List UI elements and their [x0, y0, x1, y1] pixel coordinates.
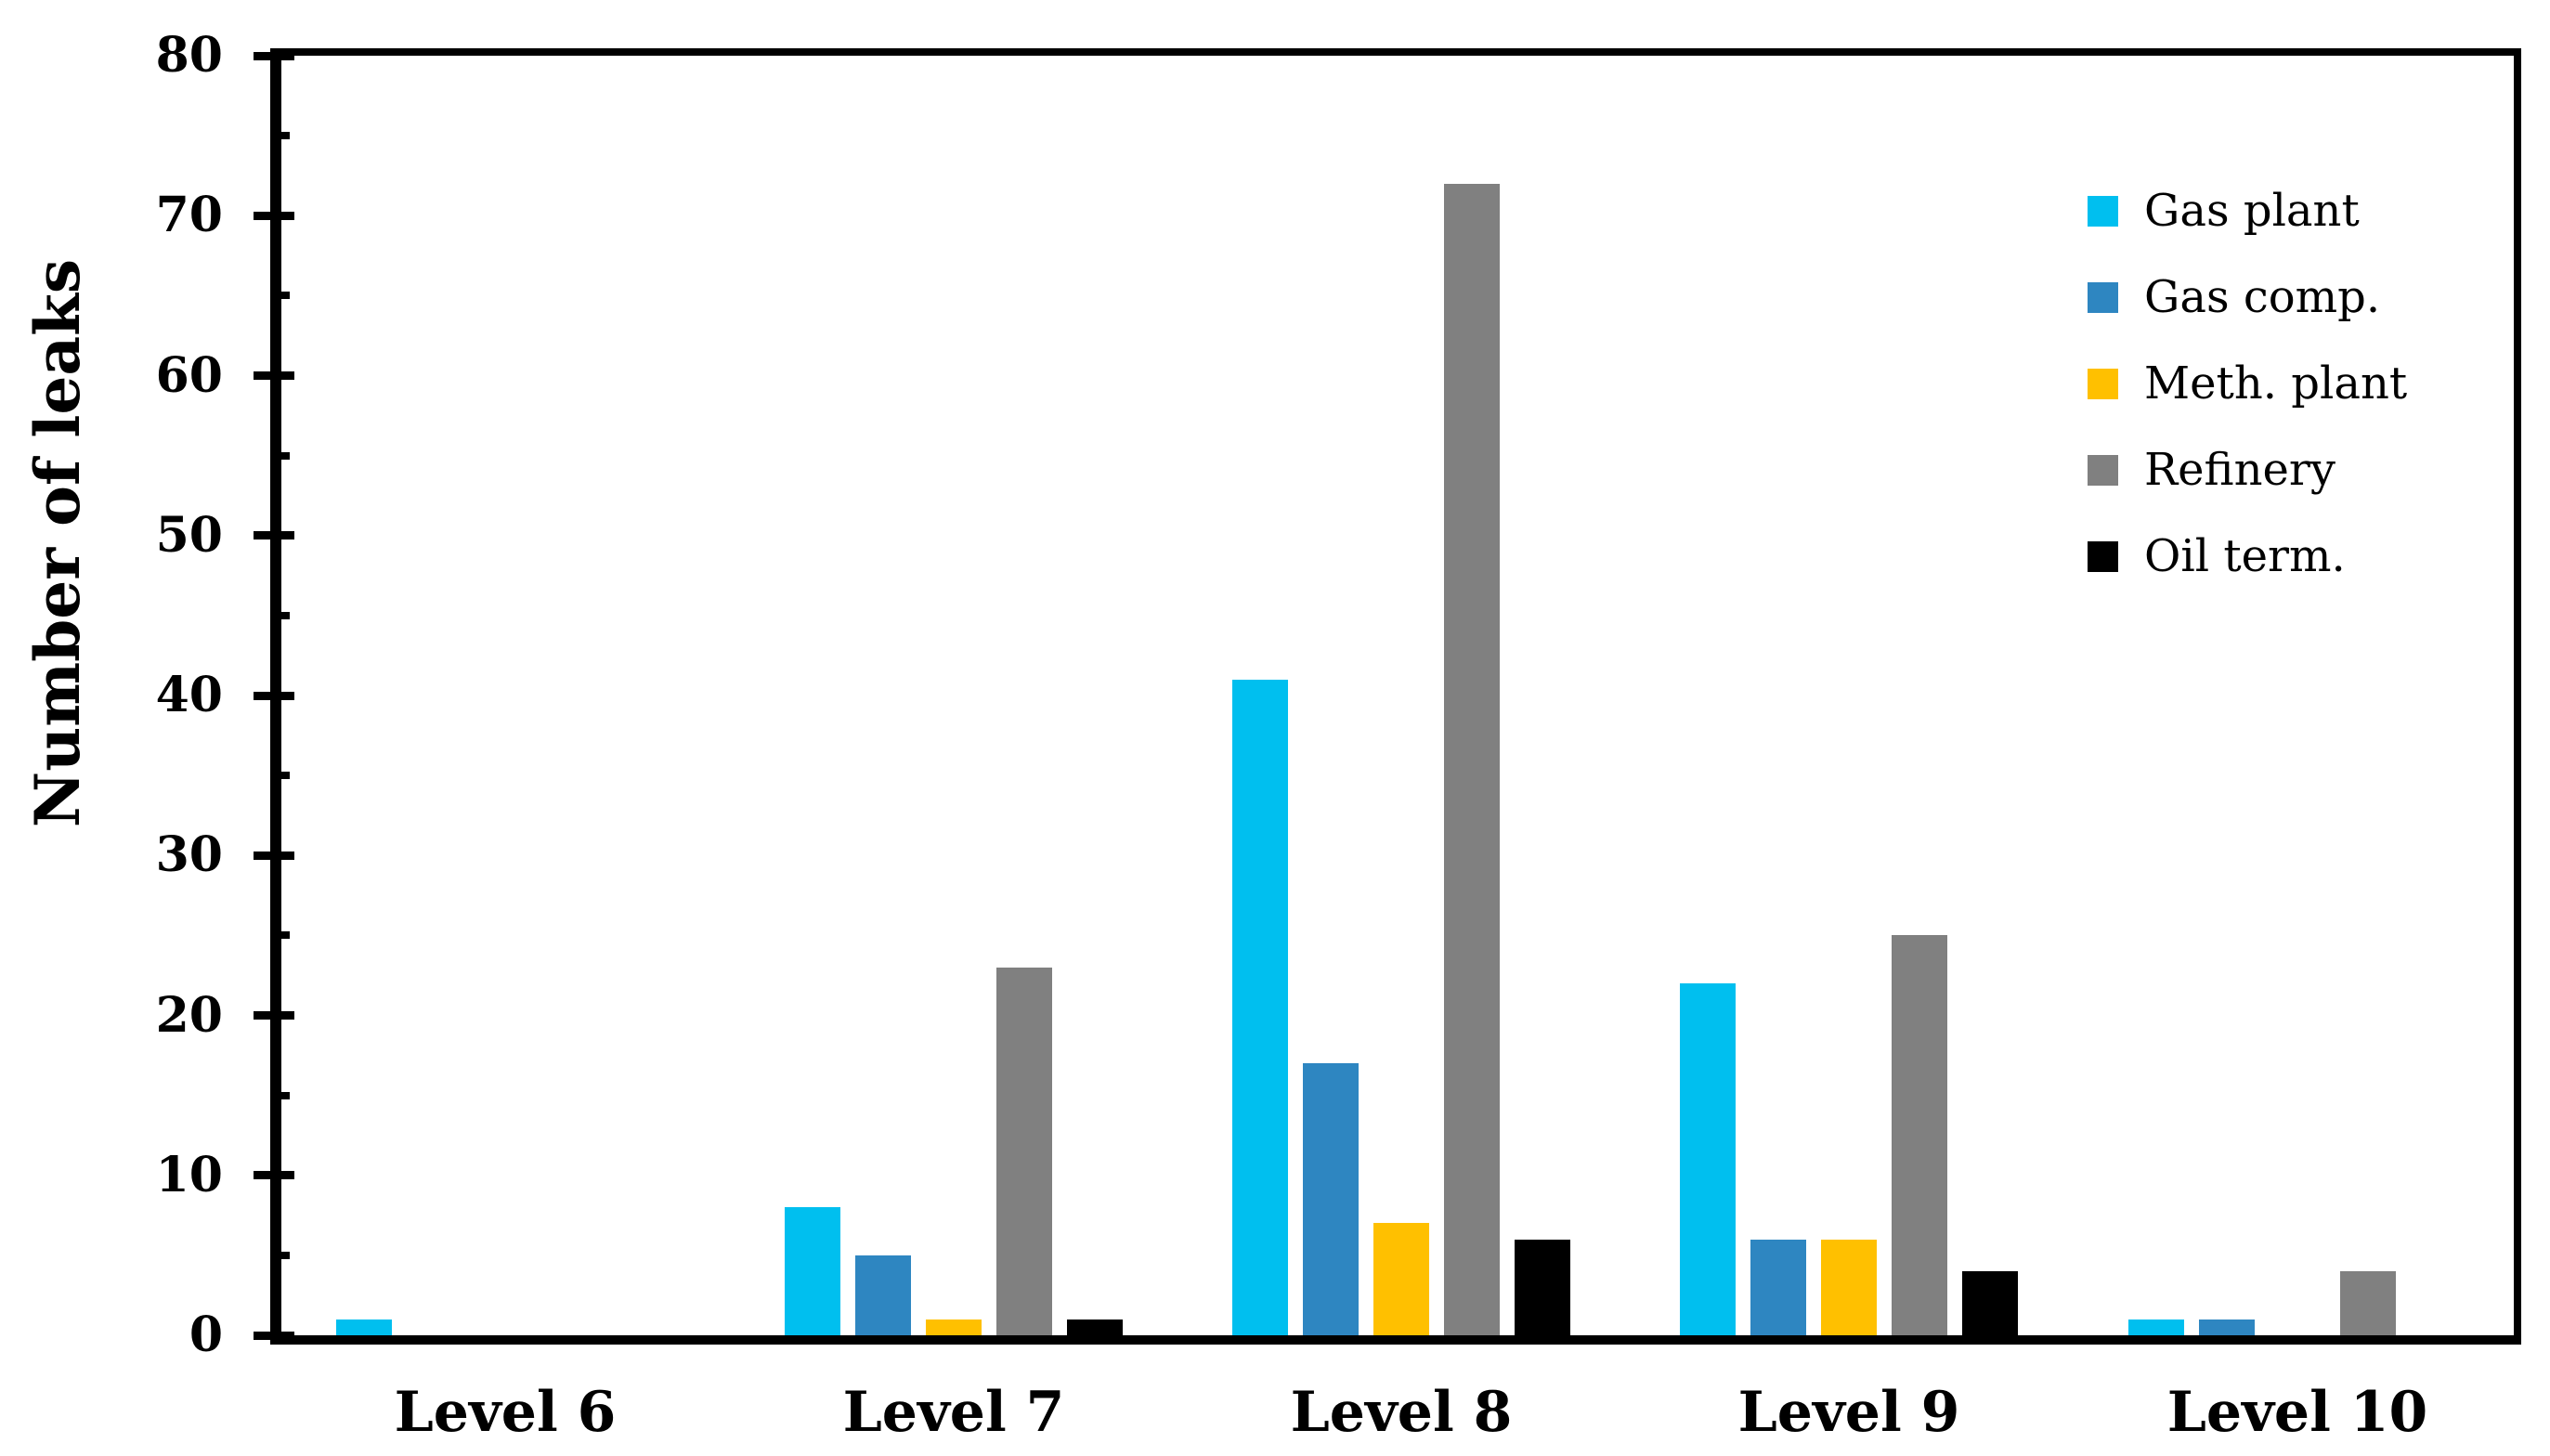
y-major-tick-50	[254, 531, 294, 540]
x-tick-label-level-9: Level 9	[1737, 1380, 1960, 1445]
y-major-tick-80	[254, 52, 294, 60]
legend-label: Oil term.	[2144, 530, 2346, 582]
y-tick-label-30: 30	[155, 826, 223, 883]
bar-oil-term-level-9	[1962, 1271, 2018, 1335]
bar-gas-comp-level-10	[2199, 1320, 2255, 1335]
x-tick-label-level-6: Level 6	[394, 1380, 617, 1445]
y-tick-label-70: 70	[155, 187, 223, 243]
y-minor-tick-5	[273, 1252, 290, 1259]
x-tick-label-level-10: Level 10	[2166, 1380, 2428, 1445]
bar-gas-plant-level-7	[785, 1207, 840, 1335]
bar-meth-plant-level-9	[1821, 1240, 1877, 1335]
bar-oil-term-level-7	[1067, 1320, 1123, 1335]
y-tick-label-0: 0	[189, 1306, 223, 1363]
bar-refinery-level-10	[2340, 1271, 2396, 1335]
y-minor-tick-25	[273, 931, 290, 939]
bar-refinery-level-7	[996, 968, 1052, 1335]
y-major-tick-10	[254, 1171, 294, 1179]
y-minor-tick-65	[273, 292, 290, 299]
bar-gas-comp-level-9	[1750, 1240, 1806, 1335]
y-tick-label-60: 60	[155, 347, 223, 404]
x-tick-label-level-7: Level 7	[842, 1380, 1065, 1445]
legend-label: Gas plant	[2144, 185, 2360, 237]
bar-gas-plant-level-8	[1232, 680, 1288, 1335]
bars-layer	[281, 56, 2521, 1335]
bar-gas-plant-level-9	[1680, 983, 1736, 1335]
bar-oil-term-level-8	[1515, 1240, 1570, 1335]
y-tick-label-80: 80	[155, 27, 223, 84]
y-major-tick-60	[254, 371, 294, 380]
legend-item-refinery: Refinery	[2088, 442, 2407, 498]
y-major-tick-0	[254, 1332, 294, 1340]
y-major-tick-70	[254, 212, 294, 220]
y-minor-tick-35	[273, 772, 290, 779]
legend-swatch-icon	[2088, 454, 2118, 486]
legend-swatch-icon	[2088, 540, 2118, 572]
bar-meth-plant-level-7	[926, 1320, 982, 1335]
legend-label: Meth. plant	[2144, 358, 2408, 410]
bar-refinery-level-9	[1892, 935, 1947, 1335]
legend-item-gas-plant: Gas plant	[2088, 183, 2407, 239]
y-minor-tick-15	[273, 1092, 290, 1099]
y-tick-label-20: 20	[155, 987, 223, 1044]
legend-label: Gas comp.	[2144, 271, 2381, 323]
x-tick-label-level-8: Level 8	[1290, 1380, 1513, 1445]
legend-label: Refinery	[2144, 444, 2335, 496]
bar-gas-plant-level-6	[336, 1320, 392, 1335]
y-tick-label-10: 10	[155, 1147, 223, 1203]
legend-item-gas-comp: Gas comp.	[2088, 269, 2407, 325]
legend-item-meth-plant: Meth. plant	[2088, 356, 2407, 411]
bar-refinery-level-8	[1444, 184, 1500, 1335]
y-tick-label-40: 40	[155, 667, 223, 723]
y-major-tick-40	[254, 692, 294, 700]
y-minor-tick-45	[273, 612, 290, 619]
legend-swatch-icon	[2088, 195, 2118, 227]
legend-item-oil-term: Oil term.	[2088, 528, 2407, 584]
bar-meth-plant-level-8	[1373, 1223, 1429, 1335]
y-tick-label-50: 50	[155, 507, 223, 564]
bar-gas-plant-level-10	[2128, 1320, 2184, 1335]
y-major-tick-20	[254, 1011, 294, 1020]
bar-gas-comp-level-8	[1303, 1063, 1359, 1335]
y-minor-tick-55	[273, 452, 290, 460]
y-major-tick-30	[254, 852, 294, 860]
legend: Gas plant Gas comp. Meth. plant Refinery Oil…	[2088, 183, 2407, 615]
legend-swatch-icon	[2088, 368, 2118, 399]
bar-gas-comp-level-7	[855, 1255, 911, 1335]
y-minor-tick-75	[273, 132, 290, 139]
legend-swatch-icon	[2088, 281, 2118, 313]
